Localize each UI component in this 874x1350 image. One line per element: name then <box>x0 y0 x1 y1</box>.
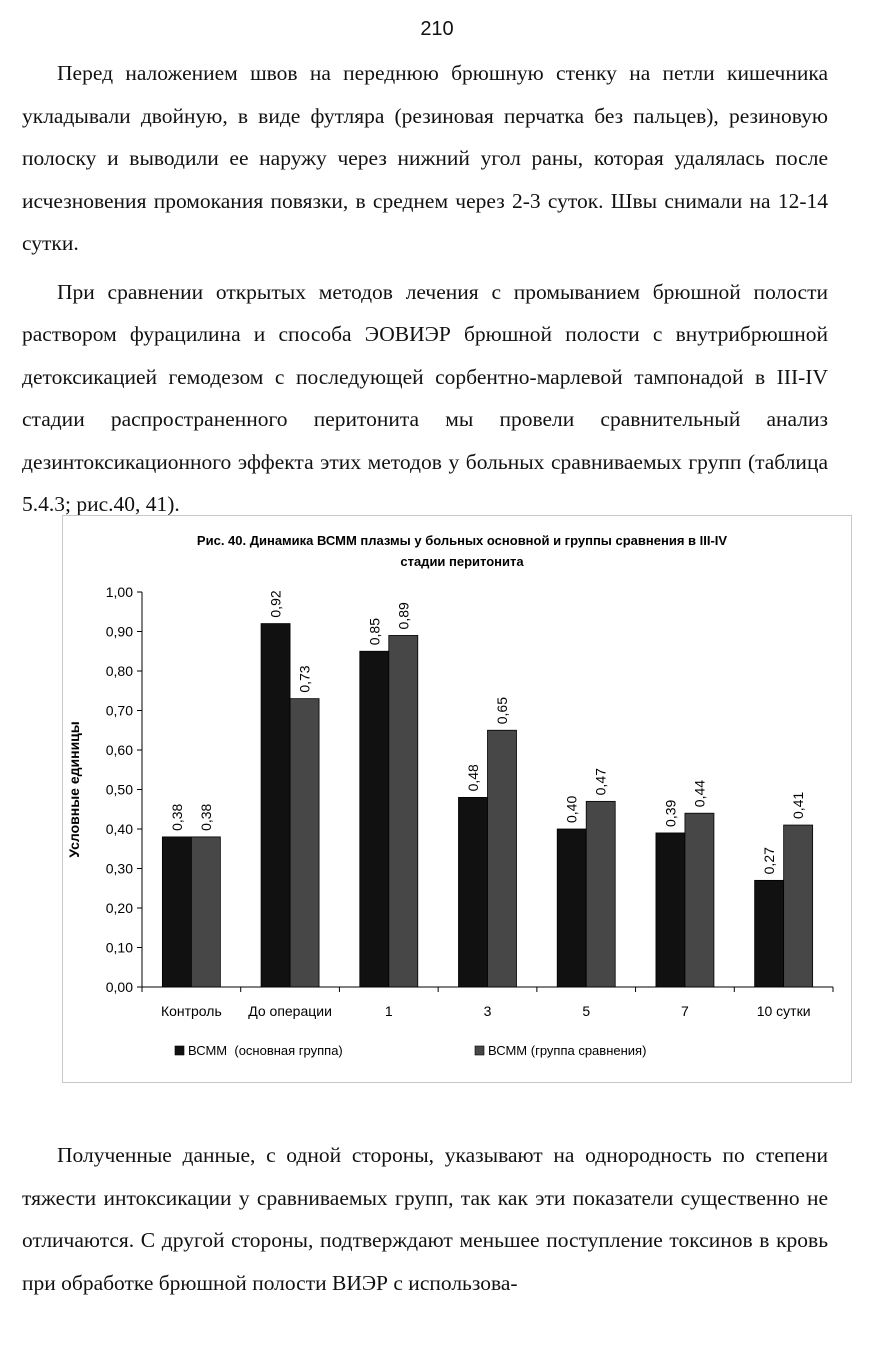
chart-title: стадии перитонита <box>400 554 524 569</box>
legend-label: ВСММ (основная группа) <box>188 1043 343 1058</box>
body-text-bottom: Полученные данные, с одной стороны, указ… <box>22 1134 828 1304</box>
bar-chart: Рис. 40. Динамика ВСММ плазмы у больных … <box>66 533 834 1058</box>
data-label: 0,27 <box>761 847 777 874</box>
bar <box>655 832 686 988</box>
y-tick-label: 0,60 <box>106 742 133 758</box>
y-tick-label: 0,00 <box>106 979 133 995</box>
data-label: 0,92 <box>268 590 284 617</box>
legend-swatch <box>174 1045 185 1056</box>
data-label: 0,65 <box>494 697 510 724</box>
body-text-top: Перед наложением швов на переднюю брюшну… <box>22 52 828 526</box>
data-label: 0,48 <box>465 764 481 791</box>
paragraph: При сравнении открытых методов лечения с… <box>22 279 828 517</box>
bar <box>684 812 715 988</box>
x-tick-label: 7 <box>681 1003 689 1019</box>
bar <box>458 796 488 988</box>
data-label: 0,41 <box>790 792 806 819</box>
x-tick-label: До операции <box>248 1003 332 1019</box>
data-label: 0,38 <box>198 803 214 830</box>
data-label: 0,44 <box>691 780 707 807</box>
data-label: 0,40 <box>564 796 580 823</box>
y-axis-label: Условные единицы <box>66 721 82 857</box>
bar <box>359 650 390 988</box>
y-tick-label: 0,80 <box>106 663 133 679</box>
x-tick-label: Контроль <box>161 1003 222 1019</box>
bar <box>190 836 221 988</box>
y-tick-label: 0,30 <box>106 861 133 877</box>
bar <box>388 635 419 988</box>
data-label: 0,39 <box>662 799 678 826</box>
bar <box>289 698 320 988</box>
y-tick-label: 0,40 <box>106 821 133 837</box>
paragraph: Полученные данные, с одной стороны, указ… <box>22 1143 828 1295</box>
y-tick-label: 1,00 <box>106 584 133 600</box>
bar <box>556 828 587 988</box>
y-tick-label: 0,10 <box>106 940 133 956</box>
x-tick-label: 3 <box>484 1003 492 1019</box>
bar <box>585 800 616 988</box>
legend-label: ВСММ (группа сравнения) <box>488 1043 646 1058</box>
data-label: 0,47 <box>593 768 609 795</box>
legend-swatch <box>474 1045 485 1056</box>
x-tick-label: 5 <box>582 1003 590 1019</box>
bar <box>161 836 192 988</box>
y-tick-label: 0,90 <box>106 624 133 640</box>
y-tick-label: 0,50 <box>106 782 133 798</box>
y-tick-label: 0,70 <box>106 703 133 719</box>
data-label: 0,85 <box>366 618 382 645</box>
x-tick-label: 10 сутки <box>757 1003 811 1019</box>
bar <box>487 729 517 988</box>
data-label: 0,38 <box>169 803 185 830</box>
figure-40-chart: Рис. 40. Динамика ВСММ плазмы у больных … <box>62 515 852 1083</box>
x-tick-label: 1 <box>385 1003 393 1019</box>
data-label: 0,73 <box>297 665 313 692</box>
bar <box>260 623 291 988</box>
page-number: 210 <box>420 18 454 40</box>
chart-title: Рис. 40. Динамика ВСММ плазмы у больных … <box>197 533 727 548</box>
data-label: 0,89 <box>395 602 411 629</box>
y-tick-label: 0,20 <box>106 900 133 916</box>
bar <box>783 824 814 988</box>
bar <box>754 879 785 988</box>
paragraph: Перед наложением швов на переднюю брюшну… <box>22 61 828 255</box>
